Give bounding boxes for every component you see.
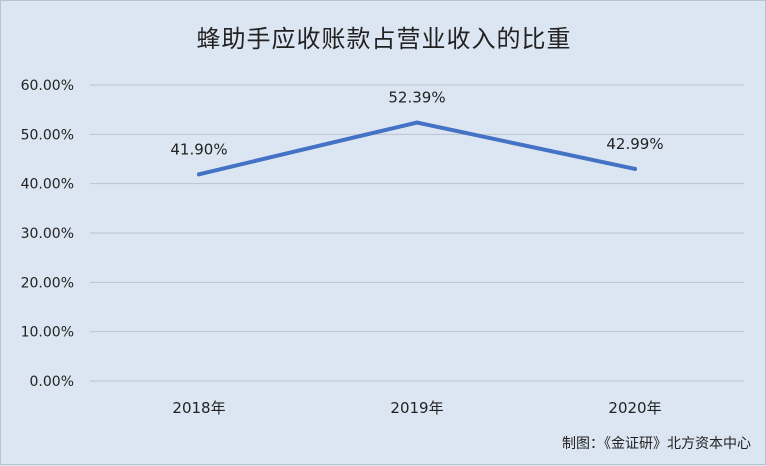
- data-label: 41.90%: [170, 140, 227, 158]
- gridlines: [90, 84, 744, 382]
- chart-title: 蜂助手应收账款占营业收入的比重: [196, 25, 572, 53]
- x-axis-ticks: 2018年 2019年 2020年: [172, 399, 661, 417]
- y-tick-label: 10.00%: [21, 325, 74, 341]
- y-tick-label: 20.00%: [21, 275, 74, 291]
- data-label: 42.99%: [606, 135, 663, 153]
- data-point: [633, 166, 637, 171]
- data-labels: 41.90% 52.39% 42.99%: [170, 89, 663, 159]
- data-point: [197, 172, 201, 177]
- y-tick-label: 40.00%: [21, 177, 74, 193]
- y-axis-ticks: 0.00% 10.00% 20.00% 30.00% 40.00% 50.00% 60.00…: [21, 78, 74, 390]
- series-line: [197, 120, 637, 177]
- y-tick-label: 50.00%: [21, 127, 74, 143]
- source-note: 制图：《金证研》北方资本中心: [562, 436, 751, 452]
- series-layer: [197, 120, 637, 177]
- y-tick-label: 30.00%: [21, 226, 74, 242]
- x-tick-label: 2018年: [172, 399, 225, 417]
- x-tick-label: 2020年: [608, 399, 661, 417]
- x-tick-label: 2019年: [390, 399, 443, 417]
- data-point: [415, 120, 419, 125]
- data-label: 52.39%: [388, 89, 445, 107]
- y-tick-label: 60.00%: [21, 78, 74, 94]
- y-tick-label: 0.00%: [30, 374, 74, 390]
